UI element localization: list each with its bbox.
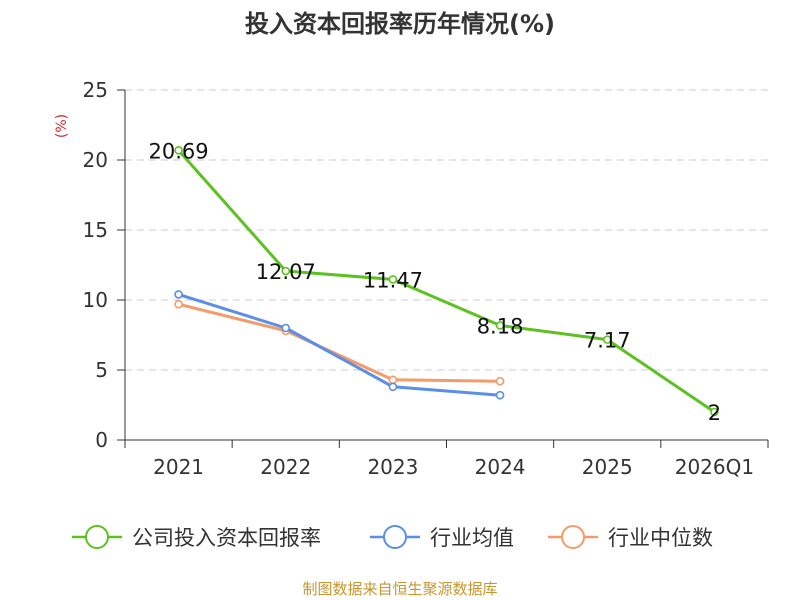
x-tick-label: 2021 — [153, 455, 204, 479]
legend-marker — [383, 525, 407, 549]
data-point — [388, 382, 398, 392]
data-label: 8.18 — [477, 314, 524, 338]
data-point — [710, 407, 719, 417]
data-point — [388, 275, 398, 284]
data-label: 2 — [708, 401, 721, 425]
series-0: 20.69 12.07 11.47 8.18 7.17 2 — [149, 139, 722, 425]
data-point — [174, 290, 183, 299]
legend-label: 行业均值 — [430, 526, 514, 550]
legend-item-0: 公司投入资本回报率 — [72, 525, 321, 550]
legend-item-1: 行业均值 — [370, 525, 514, 550]
series-2 — [174, 299, 505, 386]
series-line — [178, 302, 501, 383]
data-label: 20.69 — [149, 139, 209, 163]
legend-marker — [561, 525, 585, 549]
data-label: 11.47 — [363, 268, 423, 292]
grid-lines — [125, 89, 768, 371]
data-point — [281, 266, 291, 276]
legend-marker — [85, 525, 109, 549]
y-tick-label: 15 — [83, 218, 108, 242]
x-tick-label: 2023 — [367, 455, 418, 479]
legend-item-2: 行业中位数 — [548, 525, 713, 550]
y-tick-label: 0 — [95, 428, 108, 452]
x-tick-label: 2022 — [260, 455, 311, 479]
data-point — [281, 323, 291, 333]
series-line — [177, 149, 716, 414]
data-point — [495, 321, 505, 330]
legend-label: 行业中位数 — [608, 526, 713, 550]
series-1 — [174, 290, 505, 400]
data-point — [602, 335, 612, 344]
x-tick-label: 2024 — [475, 455, 526, 479]
x-tick-label: 2025 — [582, 455, 633, 479]
series-group: 20.69 12.07 11.47 8.18 7.17 2 — [149, 139, 722, 425]
y-tick-label: 20 — [83, 148, 108, 172]
data-point — [388, 375, 398, 385]
x-tick-label: 2026Q1 — [675, 455, 754, 479]
data-point — [174, 146, 183, 155]
data-label: 7.17 — [584, 329, 631, 353]
data-point — [495, 390, 505, 400]
data-point — [174, 299, 183, 309]
y-tick-label: 10 — [83, 288, 108, 312]
legend: 公司投入资本回报率 行业均值 行业中位数 — [72, 525, 713, 550]
chart-title: 投入资本回报率历年情况(%) — [245, 10, 555, 38]
data-label: 12.07 — [256, 260, 316, 284]
legend-label: 公司投入资本回报率 — [132, 526, 321, 550]
series-line — [178, 292, 501, 397]
y-tick-label: 5 — [95, 358, 108, 382]
data-point — [495, 376, 505, 386]
source-note: 制图数据来自恒生聚源数据库 — [302, 580, 497, 598]
y-axis-label: (%) — [54, 114, 70, 138]
y-tick-label: 25 — [83, 78, 108, 102]
